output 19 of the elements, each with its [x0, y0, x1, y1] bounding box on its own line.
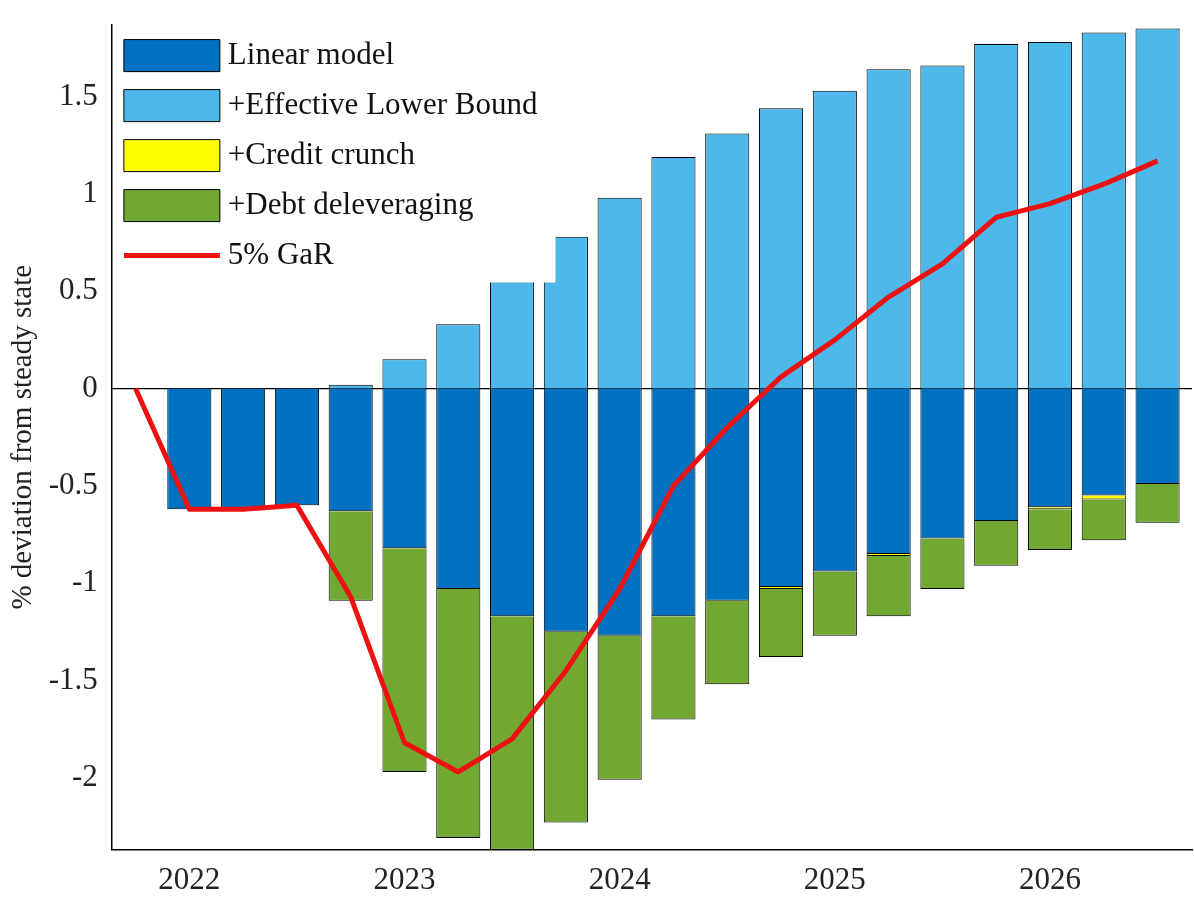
- x-tick-label: 2026: [1018, 860, 1081, 896]
- x-tick-label: 2024: [588, 860, 652, 896]
- y-tick-label: 1.5: [59, 76, 98, 112]
- y-tick-label: 0: [82, 368, 98, 404]
- y-tick-label: -1: [72, 563, 98, 599]
- legend-label: 5% GaR: [227, 235, 335, 271]
- y-tick-label: -0.5: [48, 466, 98, 501]
- legend-label: +Debt deleveraging: [227, 185, 474, 221]
- y-tick-label: -1.5: [48, 660, 98, 696]
- x-tick-label: 2022: [158, 860, 221, 896]
- x-tick-label: 2025: [803, 860, 866, 896]
- y-tick-label: 0.5: [59, 271, 98, 307]
- legend-label: +Effective Lower Bound: [227, 85, 538, 121]
- y-tick-label: 1: [82, 174, 98, 210]
- legend-label: +Credit crunch: [227, 135, 416, 171]
- x-tick-label: 2023: [373, 860, 436, 896]
- legend-label: Linear model: [227, 35, 395, 71]
- y-axis-title: % deviation from steady state: [5, 264, 38, 610]
- y-tick-label: -2: [72, 757, 98, 793]
